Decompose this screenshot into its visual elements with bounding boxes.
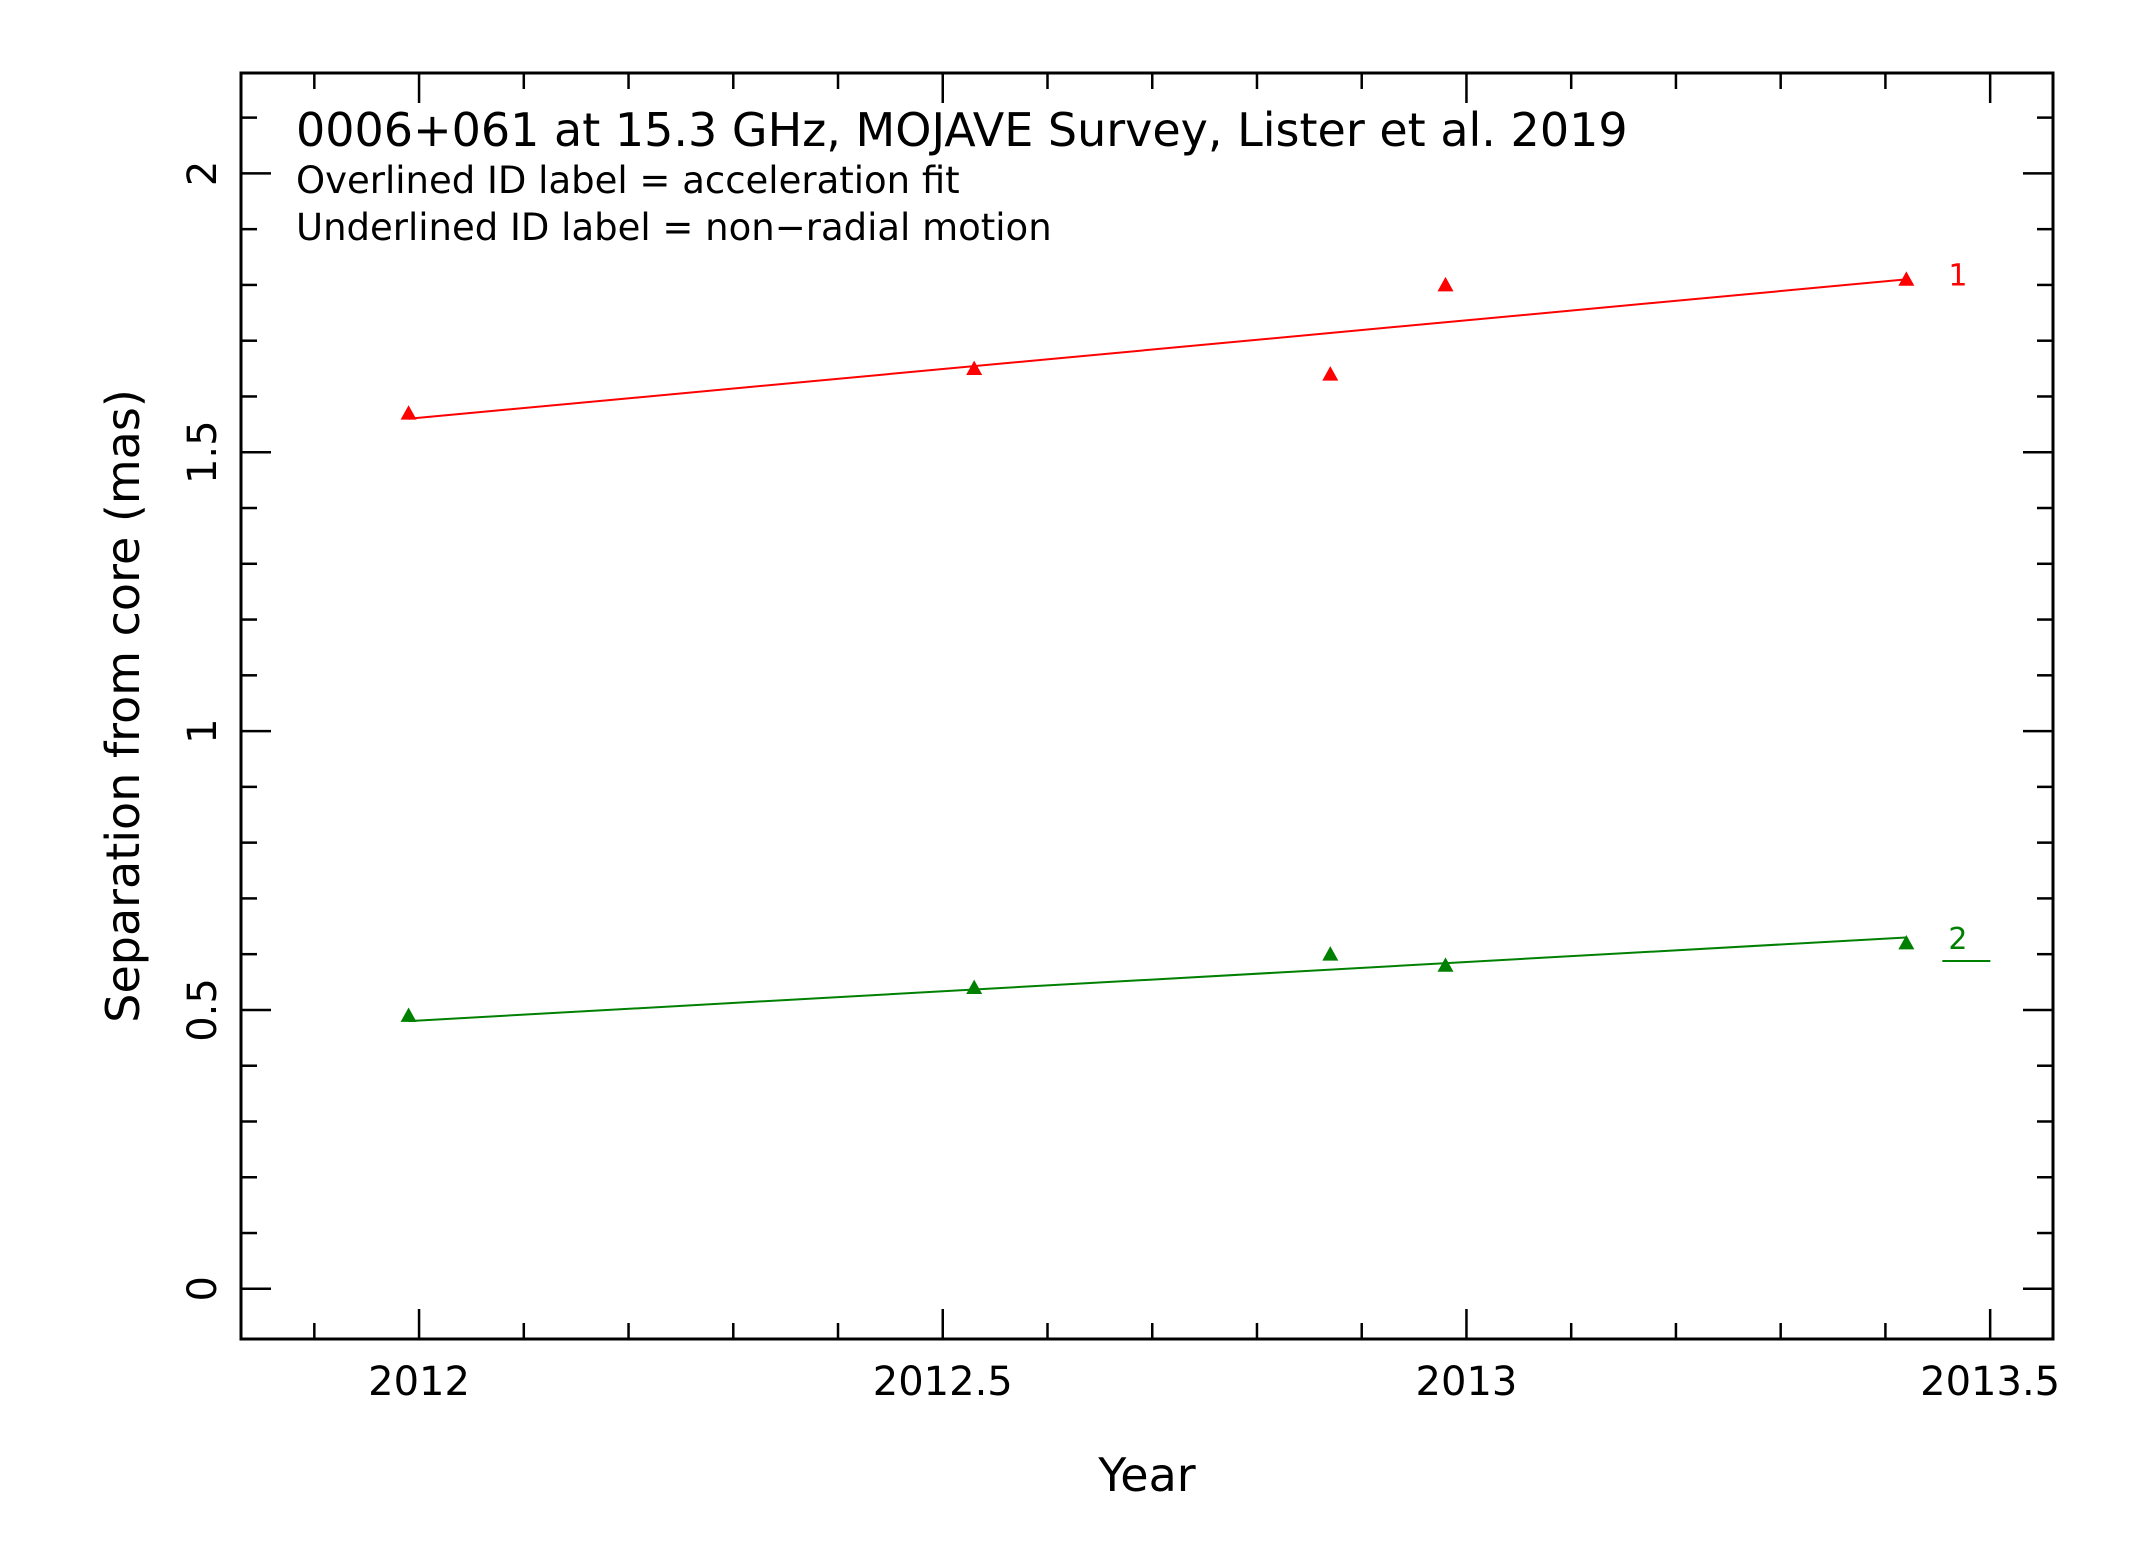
fit-lines [408,278,1907,1023]
axis-ticks [241,73,2053,1339]
id-labels: 12 [1942,258,1991,963]
y-tick-label: 2 [180,161,226,186]
y-tick-label: 1 [180,718,226,743]
x-tick-label: 2013 [1416,1359,1518,1405]
data-point-2 [1898,935,1915,950]
data-point-2 [966,979,983,995]
data-point-1 [1898,271,1915,286]
data-point-2 [1322,946,1339,961]
fit-line-1 [408,278,1907,420]
data-points [400,271,1915,1022]
data-point-1 [1322,366,1339,381]
component-id-label-2: 2 [1948,922,1967,957]
x-axis-title: Year [1097,1448,1195,1502]
y-axis-title: Separation from core (mas) [96,389,150,1023]
x-tick-label: 2012.5 [873,1359,1013,1405]
tick-labels: 2012 2012.5 2013 2013.5 0 0.5 1 1.5 2 [180,161,2060,1405]
y-tick-label: 0 [180,1276,226,1301]
data-point-2 [400,1007,417,1022]
plot-frame [239,71,2055,1341]
legend-note-underlined: Underlined ID label = non−radial motion [296,206,1052,249]
data-point-1 [966,360,983,375]
chart-title: 0006+061 at 15.3 GHz, MOJAVE Survey, Lis… [296,103,1628,157]
data-point-2 [1437,957,1454,972]
x-tick-label: 2013.5 [1920,1359,2060,1405]
data-point-1 [1437,276,1454,292]
x-tick-label: 2012 [368,1359,470,1405]
legend-note-overlined: Overlined ID label = acceleration fit [296,159,960,202]
y-tick-label: 0.5 [180,978,226,1042]
fit-line-2 [408,936,1907,1023]
component-id-label-1: 1 [1948,258,1967,293]
data-point-1 [400,405,417,420]
y-tick-label: 1.5 [180,420,226,484]
